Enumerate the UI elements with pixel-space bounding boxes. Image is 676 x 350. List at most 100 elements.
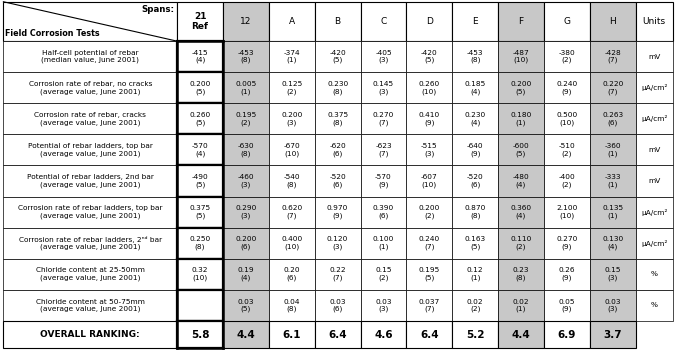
- Bar: [452, 197, 498, 228]
- Text: 0.270
(9): 0.270 (9): [556, 236, 577, 250]
- Text: -360
(1): -360 (1): [604, 143, 621, 157]
- Text: -480
(4): -480 (4): [512, 174, 529, 188]
- Bar: [223, 134, 269, 166]
- Text: 0.20
(6): 0.20 (6): [283, 267, 300, 281]
- Text: 0.240
(9): 0.240 (9): [556, 81, 577, 94]
- Text: 5.8: 5.8: [191, 330, 210, 340]
- Text: mV: mV: [648, 178, 660, 184]
- Bar: [360, 290, 406, 321]
- Bar: [635, 259, 673, 290]
- Bar: [406, 41, 452, 72]
- Bar: [360, 72, 406, 103]
- Text: 0.375
(8): 0.375 (8): [327, 112, 348, 126]
- Bar: [452, 290, 498, 321]
- Text: -630
(8): -630 (8): [238, 143, 254, 157]
- Text: 0.12
(1): 0.12 (1): [467, 267, 483, 281]
- Bar: [498, 290, 544, 321]
- Bar: [452, 166, 498, 197]
- Bar: [315, 197, 360, 228]
- Bar: [177, 166, 223, 197]
- Text: Corrosion rate of rebar, no cracks
(average value, June 2001): Corrosion rate of rebar, no cracks (aver…: [28, 81, 152, 94]
- Bar: [498, 134, 544, 166]
- Text: 0.410
(9): 0.410 (9): [418, 112, 440, 126]
- Bar: [406, 321, 452, 348]
- Text: -420
(5): -420 (5): [421, 50, 437, 63]
- Text: 0.03
(3): 0.03 (3): [375, 299, 391, 312]
- Text: 0.390
(6): 0.390 (6): [373, 205, 394, 219]
- Bar: [360, 321, 406, 348]
- Bar: [589, 41, 635, 72]
- Bar: [498, 321, 544, 348]
- Bar: [544, 2, 589, 41]
- Text: C: C: [381, 17, 387, 26]
- Text: 0.195
(2): 0.195 (2): [235, 112, 257, 126]
- Text: Potential of rebar ladders, top bar
(average value, June 2001): Potential of rebar ladders, top bar (ave…: [28, 143, 153, 157]
- Text: -520
(6): -520 (6): [329, 174, 346, 188]
- Bar: [544, 290, 589, 321]
- Bar: [360, 259, 406, 290]
- Bar: [315, 166, 360, 197]
- Bar: [635, 166, 673, 197]
- Text: Corrosion rate of rebar, cracks
(average value, June 2001): Corrosion rate of rebar, cracks (average…: [34, 112, 146, 126]
- Bar: [269, 197, 315, 228]
- Bar: [544, 72, 589, 103]
- Bar: [269, 41, 315, 72]
- Text: 0.185
(4): 0.185 (4): [464, 81, 486, 94]
- Text: 0.195
(5): 0.195 (5): [418, 267, 440, 281]
- Text: 0.03
(6): 0.03 (6): [329, 299, 346, 312]
- Text: 4.6: 4.6: [375, 330, 393, 340]
- Text: H: H: [609, 17, 616, 26]
- Text: -428
(7): -428 (7): [604, 50, 621, 63]
- Bar: [269, 103, 315, 134]
- Bar: [635, 2, 673, 41]
- Bar: [3, 72, 177, 103]
- Text: -487
(10): -487 (10): [512, 50, 529, 63]
- Bar: [498, 166, 544, 197]
- Bar: [315, 290, 360, 321]
- Bar: [452, 72, 498, 103]
- Text: μA/cm²: μA/cm²: [641, 84, 667, 91]
- Bar: [498, 259, 544, 290]
- Text: D: D: [426, 17, 433, 26]
- Bar: [360, 41, 406, 72]
- Text: -490
(5): -490 (5): [192, 174, 208, 188]
- Text: E: E: [473, 17, 478, 26]
- Text: 0.02
(2): 0.02 (2): [467, 299, 483, 312]
- Bar: [177, 72, 223, 103]
- Text: 0.19
(4): 0.19 (4): [238, 267, 254, 281]
- Bar: [498, 228, 544, 259]
- Bar: [3, 197, 177, 228]
- Bar: [177, 197, 223, 228]
- Bar: [269, 259, 315, 290]
- Text: Chloride content at 25-50mm
(average value, June 2001): Chloride content at 25-50mm (average val…: [36, 267, 145, 281]
- Bar: [177, 103, 223, 134]
- Bar: [452, 41, 498, 72]
- Bar: [315, 103, 360, 134]
- Bar: [315, 41, 360, 72]
- Bar: [177, 259, 223, 290]
- Bar: [406, 134, 452, 166]
- Bar: [406, 259, 452, 290]
- Text: Potential of rebar ladders, 2nd bar
(average value, June 2001): Potential of rebar ladders, 2nd bar (ave…: [27, 174, 153, 188]
- Bar: [3, 134, 177, 166]
- Text: 0.200
(6): 0.200 (6): [235, 236, 257, 250]
- Text: -380
(2): -380 (2): [558, 50, 575, 63]
- Bar: [406, 72, 452, 103]
- Text: 0.100
(1): 0.100 (1): [372, 236, 394, 250]
- Bar: [3, 103, 177, 134]
- Bar: [269, 228, 315, 259]
- Text: -510
(2): -510 (2): [558, 143, 575, 157]
- Text: 21
Ref: 21 Ref: [191, 12, 209, 31]
- Text: 0.290
(3): 0.290 (3): [235, 205, 257, 219]
- Text: -420
(5): -420 (5): [329, 50, 346, 63]
- Text: -405
(3): -405 (3): [375, 50, 392, 63]
- Bar: [589, 103, 635, 134]
- Bar: [452, 321, 498, 348]
- Text: μA/cm²: μA/cm²: [641, 116, 667, 122]
- Bar: [3, 321, 177, 348]
- Text: %: %: [650, 302, 658, 308]
- Text: 0.970
(9): 0.970 (9): [327, 205, 348, 219]
- Text: 2.100
(10): 2.100 (10): [556, 205, 577, 219]
- Text: Chloride content at 50-75mm
(average value, June 2001): Chloride content at 50-75mm (average val…: [36, 299, 145, 312]
- Text: A: A: [289, 17, 295, 26]
